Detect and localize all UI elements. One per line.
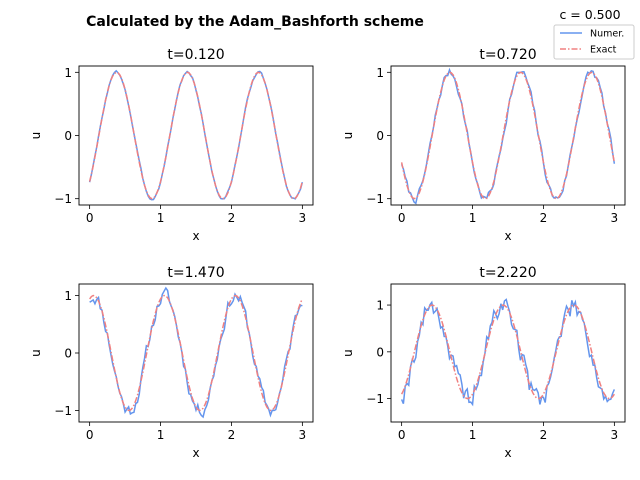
x-tick-label: 3: [299, 211, 307, 225]
y-tick-label: 0: [376, 129, 384, 143]
x-tick-label: 0: [86, 428, 94, 442]
x-tick-label: 0: [398, 211, 406, 225]
subplot-title: t=0.120: [167, 47, 224, 63]
x-axis-label: x: [192, 446, 199, 460]
legend: c = 0.500 Numer. Exact: [553, 7, 635, 60]
y-tick-label: 1: [64, 289, 72, 303]
subplot-2: 0 1 2 3 −1 0 1 t=0.720 x u: [341, 47, 626, 243]
legend-label-numer: Numer.: [590, 29, 624, 40]
x-tick-label: 1: [157, 211, 165, 225]
y-tick-label: 0: [376, 345, 384, 359]
x-tick-label: 1: [157, 428, 165, 442]
y-tick-label: −1: [54, 404, 72, 418]
y-tick-label: 1: [376, 66, 384, 80]
x-tick-label: 3: [299, 428, 307, 442]
series-numer: [88, 69, 304, 201]
x-tick-label: 0: [86, 211, 94, 225]
legend-label-exact: Exact: [590, 45, 617, 56]
series-exact: [89, 294, 304, 412]
x-tick-label: 1: [469, 211, 477, 225]
axes-frame: [390, 65, 626, 206]
subplot-title: t=0.720: [479, 47, 536, 63]
series-numer: [400, 67, 616, 205]
y-tick-label: 0: [64, 347, 72, 361]
axes-frame: [390, 283, 626, 423]
y-tick-label: −1: [54, 192, 72, 206]
y-tick-label: 0: [64, 129, 72, 143]
x-tick-label: 3: [611, 211, 619, 225]
x-tick-label: 0: [398, 428, 406, 442]
y-axis-label: u: [29, 349, 43, 357]
subplot-4: 0 1 2 3 −1 0 1 t=2.220 x u: [341, 265, 626, 460]
x-tick-label: 2: [540, 428, 548, 442]
x-tick-label: 2: [540, 211, 548, 225]
x-axis-label: x: [192, 229, 199, 243]
x-tick-label: 2: [228, 428, 236, 442]
suptitle: Calculated by the Adam_Bashforth scheme: [86, 14, 424, 30]
series-exact: [88, 71, 304, 200]
x-tick-label: 2: [228, 211, 236, 225]
legend-header: c = 0.500: [559, 7, 620, 22]
subplot-title: t=1.470: [167, 265, 224, 281]
y-axis-label: u: [341, 349, 355, 357]
y-axis-label: u: [29, 132, 43, 140]
subplot-title: t=2.220: [479, 265, 536, 281]
subplot-3: 0 1 2 3 −1 0 1 t=1.470 x u: [29, 265, 314, 460]
series-numer: [89, 286, 303, 419]
y-tick-label: −1: [366, 192, 384, 206]
x-axis-label: x: [504, 229, 511, 243]
x-axis-label: x: [504, 446, 511, 460]
axes-frame: [78, 65, 314, 206]
x-tick-label: 3: [611, 428, 619, 442]
y-tick-label: 1: [376, 299, 384, 313]
series-exact: [400, 71, 616, 200]
x-tick-label: 1: [469, 428, 477, 442]
subplot-1: 0 1 2 3 −1 0 1 t=0.120 x u: [29, 47, 314, 243]
y-tick-label: −1: [366, 392, 384, 406]
y-tick-label: 1: [64, 66, 72, 80]
series-numer: [400, 298, 616, 407]
series-exact: [400, 304, 615, 400]
y-axis-label: u: [341, 132, 355, 140]
subplots: 0 1 2 3 −1 0 1 t=0.120 x u 0 1 2 3 −1 0 1 t=0.720 x u 0 1 2 3 −1…: [29, 47, 626, 460]
